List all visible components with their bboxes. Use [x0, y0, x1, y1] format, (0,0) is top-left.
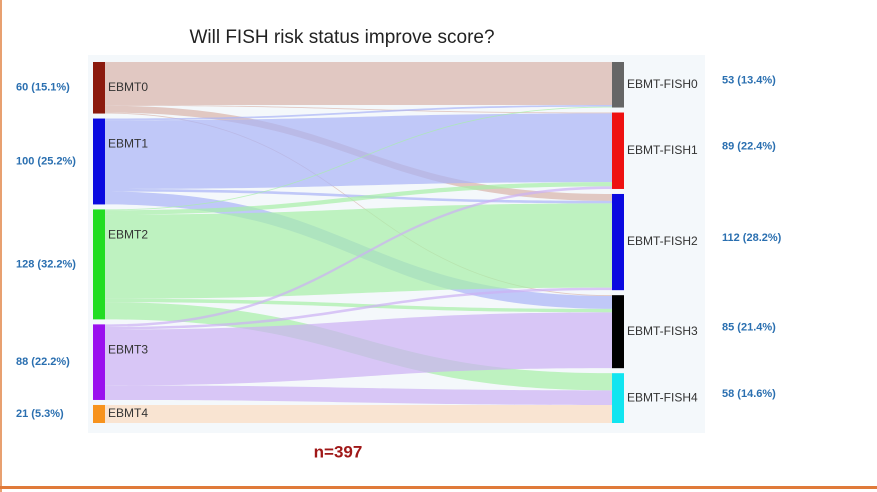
node-label: EBMT-FISH0 [627, 77, 698, 91]
node-label: EBMT4 [108, 406, 148, 420]
link [105, 104, 612, 114]
node [612, 295, 624, 369]
node [612, 373, 624, 423]
node [93, 62, 105, 114]
node [612, 193, 624, 291]
link [105, 104, 612, 121]
node-label: EBMT3 [108, 343, 148, 357]
node [93, 118, 105, 205]
node-label: EBMT2 [108, 228, 148, 242]
slide-edge [0, 486, 877, 489]
value-label: 53 (13.4%) [722, 75, 776, 87]
node [93, 209, 105, 320]
sample-size: n=397 [314, 442, 363, 461]
chart-title: Will FISH risk status improve score? [189, 27, 494, 48]
value-label: 85 (21.4%) [722, 322, 776, 334]
node [612, 62, 624, 108]
value-label: 100 (25.2%) [16, 155, 76, 167]
slide-edge [0, 0, 2, 492]
value-label: 60 (15.1%) [16, 82, 70, 94]
node-label: EBMT1 [108, 137, 148, 151]
link [105, 203, 612, 299]
node [612, 112, 624, 189]
link [105, 112, 612, 297]
value-label: 128 (32.2%) [16, 258, 76, 270]
value-label: 21 (5.3%) [16, 408, 64, 420]
node [93, 404, 105, 423]
link [105, 385, 612, 405]
value-label: 112 (28.2%) [722, 232, 782, 244]
value-label: 89 (22.4%) [722, 141, 776, 153]
link [105, 298, 612, 313]
node-label: EBMT-FISH1 [627, 143, 698, 157]
value-label: 88 (22.2%) [16, 356, 70, 368]
link [105, 287, 612, 330]
node-label: EBMT-FISH3 [627, 324, 698, 338]
node [93, 324, 105, 400]
node-label: EBMT0 [108, 80, 148, 94]
link [105, 62, 612, 105]
link [105, 113, 612, 189]
nodes: EBMT0 60 (15.1%) EBMT1 100 (25.2%) EBMT2 128 … [16, 62, 782, 423]
link [105, 404, 612, 423]
node-label: EBMT-FISH2 [627, 234, 698, 248]
link [105, 106, 612, 211]
node-label: EBMT-FISH4 [627, 390, 698, 404]
links [105, 62, 612, 423]
link [105, 312, 612, 386]
link [105, 182, 612, 215]
value-label: 58 (14.6%) [722, 388, 776, 400]
link [105, 186, 612, 327]
